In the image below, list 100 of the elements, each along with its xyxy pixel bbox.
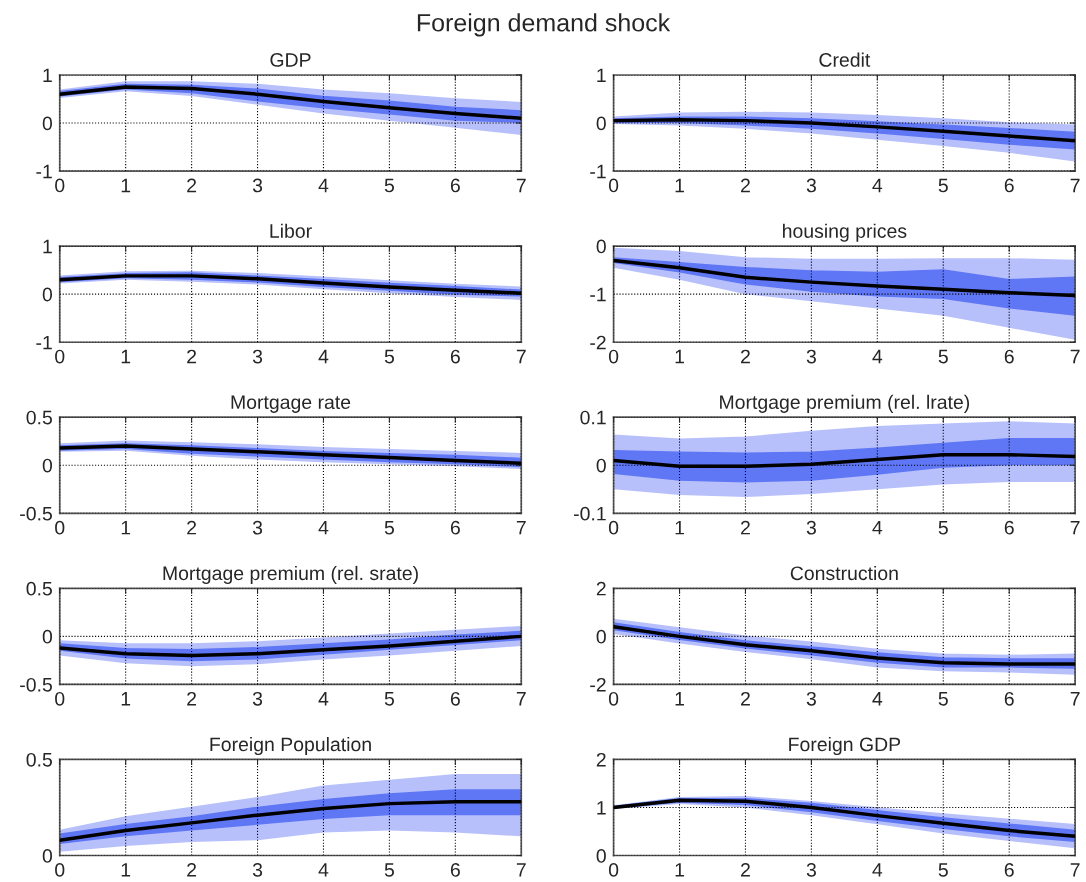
- x-tick-label: 3: [252, 520, 263, 535]
- x-tick-label: 2: [187, 520, 197, 535]
- y-tick-label: 0: [596, 239, 606, 254]
- x-tick-label: 5: [938, 349, 948, 364]
- x-tick-label: 6: [1004, 691, 1014, 706]
- x-tick-label: 3: [806, 349, 816, 364]
- x-tick-label: 5: [384, 863, 394, 877]
- y-tick-label: 1: [597, 68, 606, 83]
- y-tick-label: 0.5: [26, 581, 52, 596]
- x-tick-label: 4: [872, 178, 883, 193]
- y-tick-label: 2: [596, 752, 606, 767]
- x-tick-label: 0: [55, 349, 65, 364]
- x-tick-label: 0: [608, 691, 619, 706]
- y-tick-label: 0: [42, 849, 53, 863]
- x-tick-label: 2: [187, 178, 197, 193]
- chart-title: Mortgage premium (rel. lrate): [720, 394, 970, 413]
- x-tick-label: 5: [938, 863, 948, 877]
- x-tick-label: 0: [608, 349, 619, 364]
- x-tick-label: 5: [938, 178, 948, 193]
- y-tick-label: -1: [36, 164, 52, 179]
- x-tick-label: 4: [872, 692, 883, 706]
- x-tick-label: 7: [516, 349, 526, 364]
- x-tick-label: 3: [252, 349, 263, 364]
- chart-title: Construction: [790, 565, 898, 581]
- x-tick-label: 1: [121, 349, 131, 364]
- x-tick-label: 3: [252, 691, 263, 706]
- x-tick-label: 0: [55, 178, 65, 193]
- x-tick-label: 2: [741, 520, 750, 535]
- y-tick-label: -2: [590, 677, 606, 692]
- y-tick-label: -1: [590, 287, 606, 302]
- x-tick-label: 4: [318, 349, 329, 364]
- x-tick-label: 5: [384, 692, 394, 706]
- x-tick-label: 4: [872, 520, 883, 535]
- x-tick-label: 0: [55, 520, 65, 535]
- x-tick-label: 5: [384, 178, 394, 193]
- y-tick-label: -1: [590, 164, 606, 179]
- x-tick-label: 2: [187, 349, 197, 364]
- x-tick-label: 6: [1004, 520, 1014, 535]
- y-tick-label: -0.5: [20, 677, 52, 692]
- x-tick-label: 2: [741, 863, 750, 877]
- y-tick-label: 1: [43, 68, 52, 83]
- y-tick-label: 0: [596, 629, 606, 644]
- x-tick-label: 1: [675, 178, 684, 193]
- x-tick-label: 7: [516, 178, 526, 193]
- x-tick-label: 7: [516, 863, 526, 877]
- y-tick-label: 0: [596, 458, 606, 473]
- x-tick-label: 1: [675, 863, 684, 877]
- x-tick-label: 4: [318, 178, 329, 193]
- chart-title: Libor: [270, 223, 312, 238]
- x-tick-label: 2: [741, 178, 750, 193]
- y-tick-label: 0.5: [26, 752, 52, 767]
- x-tick-label: 1: [121, 863, 131, 877]
- x-tick-label: 1: [675, 692, 684, 706]
- x-tick-label: 7: [1070, 692, 1080, 706]
- y-tick-label: 0: [42, 287, 53, 302]
- x-tick-label: 3: [806, 520, 816, 535]
- x-tick-label: 4: [872, 863, 883, 877]
- x-tick-label: 4: [318, 692, 329, 706]
- x-tick-label: 6: [450, 863, 460, 877]
- x-tick-label: 1: [121, 692, 131, 706]
- y-tick-label: 0: [596, 116, 606, 131]
- x-tick-label: 5: [384, 349, 394, 364]
- x-tick-label: 2: [741, 691, 750, 706]
- x-tick-label: 6: [450, 349, 460, 364]
- y-tick-label: -2: [590, 335, 606, 350]
- y-tick-label: 0.5: [26, 410, 52, 425]
- x-tick-label: 7: [1070, 178, 1080, 193]
- y-tick-label: 0: [42, 458, 53, 473]
- x-tick-label: 6: [1004, 863, 1014, 877]
- x-tick-label: 7: [516, 692, 526, 706]
- chart-title: Mortgage premium (rel. srate): [163, 565, 418, 584]
- x-tick-label: 2: [741, 349, 750, 364]
- x-tick-label: 4: [318, 863, 329, 877]
- x-tick-label: 0: [608, 863, 619, 877]
- chart-title: Mortgage rate: [231, 395, 351, 413]
- x-tick-label: 0: [608, 178, 619, 193]
- x-tick-label: 3: [806, 178, 816, 193]
- x-tick-label: 3: [252, 863, 263, 877]
- x-tick-label: 1: [675, 520, 684, 535]
- x-tick-label: 6: [450, 178, 460, 193]
- x-tick-label: 3: [806, 691, 816, 706]
- x-tick-label: 2: [187, 691, 197, 706]
- x-tick-label: 3: [252, 178, 263, 193]
- x-tick-label: 4: [318, 520, 329, 535]
- x-tick-label: 6: [1004, 349, 1014, 364]
- x-tick-label: 1: [675, 349, 684, 364]
- x-tick-label: 7: [1070, 520, 1080, 535]
- chart-title: GDP: [270, 53, 311, 67]
- y-tick-label: 0: [42, 629, 53, 644]
- y-tick-label: 0: [42, 116, 53, 131]
- y-tick-label: 1: [43, 239, 52, 254]
- x-tick-label: 0: [608, 520, 619, 535]
- chart-title: Foreign Population: [210, 736, 371, 756]
- x-tick-label: 6: [450, 520, 460, 535]
- x-tick-label: 0: [55, 691, 65, 706]
- y-tick-label: -0.1: [574, 506, 606, 521]
- y-tick-label: -1: [36, 335, 52, 350]
- y-tick-label: 0.1: [580, 410, 606, 425]
- x-tick-label: 7: [516, 520, 526, 535]
- chart-title: housing prices: [783, 223, 907, 242]
